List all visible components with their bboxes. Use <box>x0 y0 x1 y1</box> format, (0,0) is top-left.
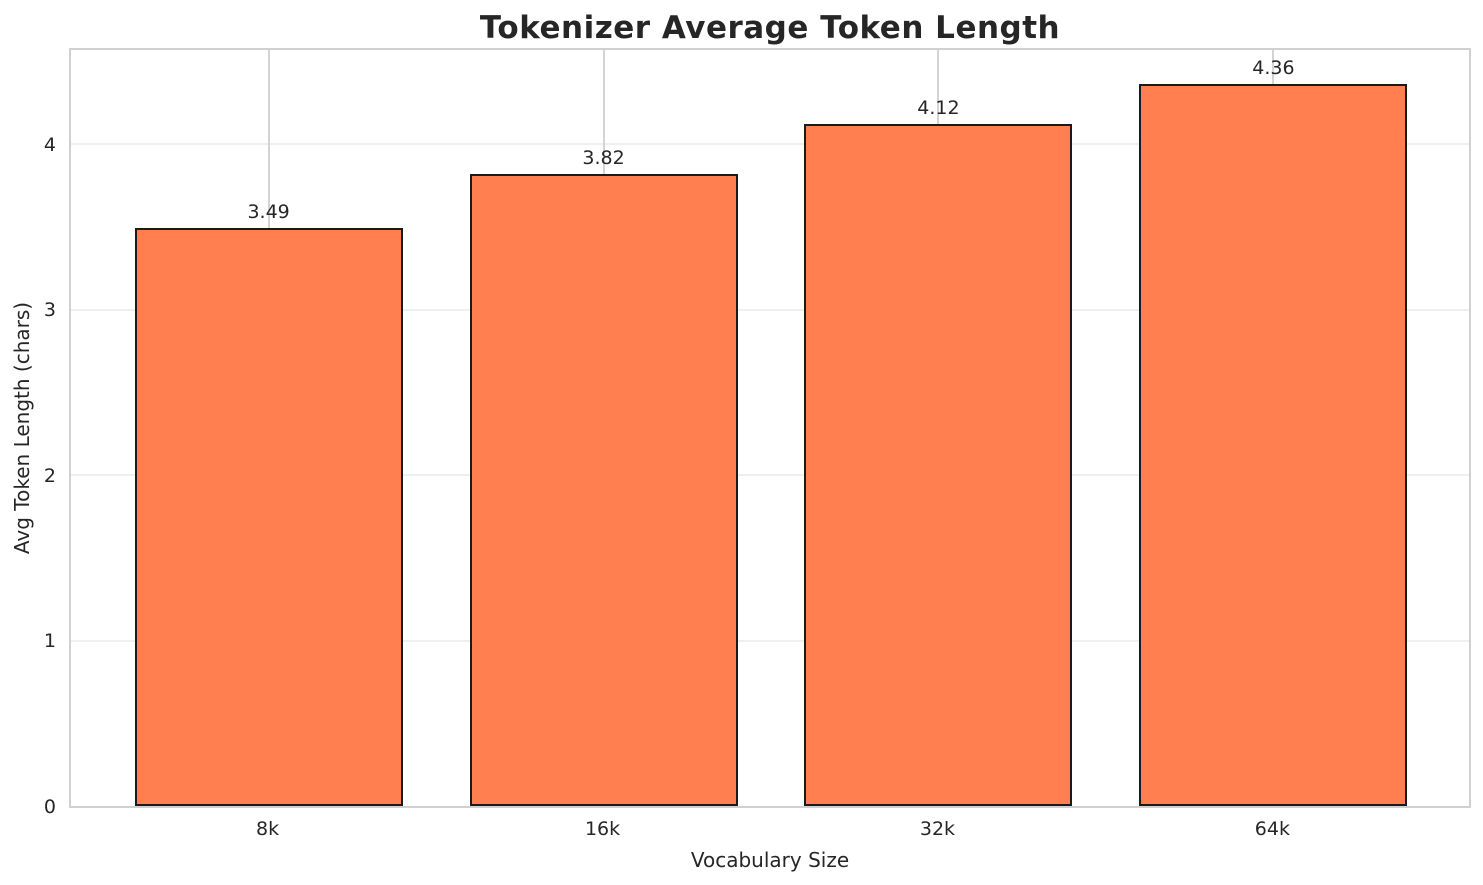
x-tick-label: 32k <box>919 818 956 840</box>
y-tick-label: 0 <box>43 796 56 818</box>
bar-value-label: 4.12 <box>917 97 960 120</box>
bar-value-label: 4.36 <box>1252 57 1295 80</box>
horizontal-gridline <box>71 143 1469 145</box>
y-tick-label: 2 <box>43 464 56 487</box>
bar-32k <box>804 124 1073 806</box>
y-tick-label: 1 <box>43 630 56 653</box>
x-tick-label: 64k <box>1254 818 1290 840</box>
x-axis-title: Vocabulary Size <box>690 848 850 872</box>
chart-title: Tokenizer Average Token Length <box>479 10 1061 46</box>
plot-area: 3.49 3.82 4.12 4.36 <box>69 48 1471 808</box>
bar-value-label: 3.82 <box>582 146 625 169</box>
bar-value-label: 3.49 <box>247 201 290 224</box>
horizontal-gridline <box>71 639 1469 642</box>
y-tick-label: 4 <box>43 133 56 156</box>
horizontal-gridline <box>71 308 1469 311</box>
y-tick-label: 3 <box>43 299 56 322</box>
horizontal-gridline <box>71 474 1469 476</box>
y-axis-title: Avg Token Length (chars) <box>10 301 34 555</box>
bar-8k <box>134 228 403 806</box>
bar-64k <box>1139 84 1408 806</box>
bar-16k <box>469 173 738 806</box>
x-tick-label: 16k <box>584 818 621 840</box>
x-tick-label: 8k <box>256 818 280 840</box>
